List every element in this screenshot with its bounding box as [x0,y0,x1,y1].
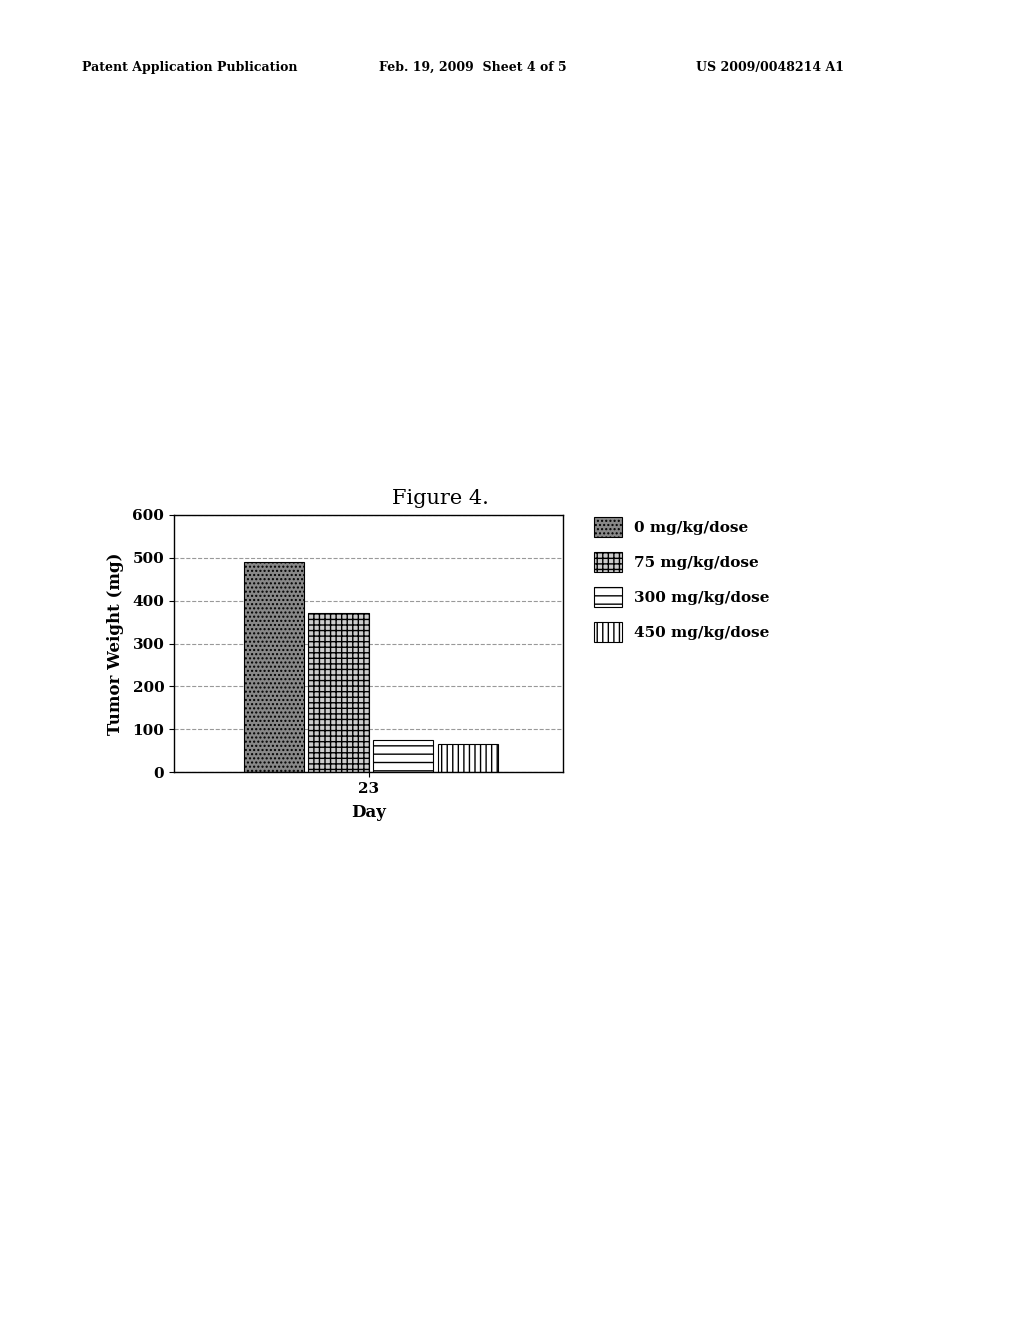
Bar [374,741,433,772]
Bar [244,562,304,772]
Text: US 2009/0048214 A1: US 2009/0048214 A1 [696,61,845,74]
Y-axis label: Tumor Weight (mg): Tumor Weight (mg) [108,552,124,735]
Text: Feb. 19, 2009  Sheet 4 of 5: Feb. 19, 2009 Sheet 4 of 5 [379,61,566,74]
Bar [438,744,499,772]
Legend: 0 mg/kg/dose, 75 mg/kg/dose, 300 mg/kg/dose, 450 mg/kg/dose: 0 mg/kg/dose, 75 mg/kg/dose, 300 mg/kg/d… [594,517,769,642]
Bar [308,614,369,772]
Text: Figure 4.: Figure 4. [392,490,488,508]
X-axis label: Day: Day [351,804,386,821]
Text: Patent Application Publication: Patent Application Publication [82,61,297,74]
